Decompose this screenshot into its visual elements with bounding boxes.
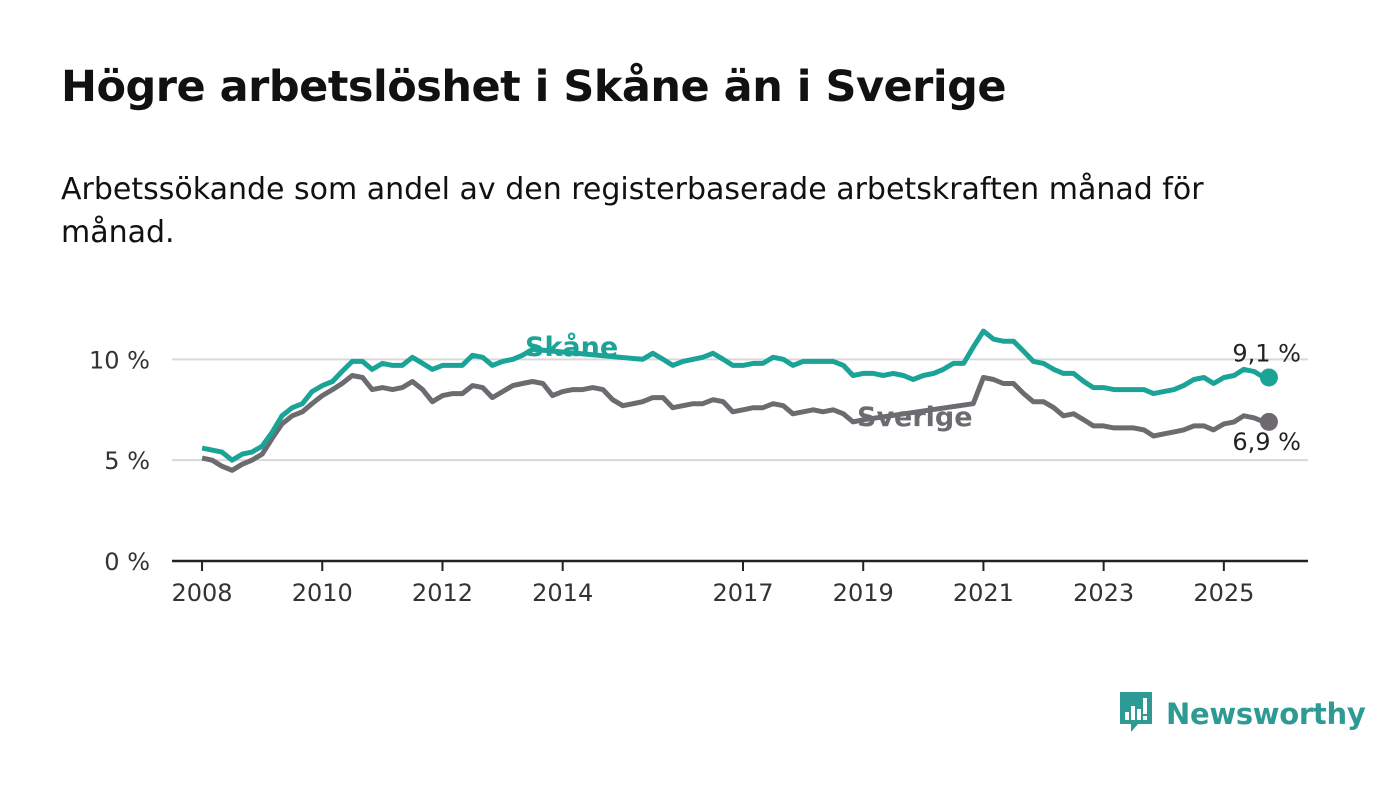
chart-subtitle: Arbetssökande som andel av den registerb… [61, 172, 1204, 250]
x-tick-label: 2023 [1073, 579, 1134, 607]
x-tick-label: 2014 [532, 579, 593, 607]
series-lines [201, 328, 1278, 473]
series-end-marker [1259, 412, 1278, 431]
newsworthy-bar-chart-icon [1118, 690, 1154, 738]
series-end-marker [1259, 368, 1278, 387]
y-tick-label: 0 % [104, 548, 150, 576]
newsworthy-logo: Newsworthy [1118, 690, 1366, 738]
x-tick-label: 2008 [172, 579, 233, 607]
x-tick-label: 2012 [412, 579, 473, 607]
x-tick-label: 2021 [953, 579, 1014, 607]
x-tick-label: 2025 [1193, 579, 1254, 607]
series-end-value-label: 9,1 % [1232, 339, 1301, 367]
page-title: Högre arbetslöshet i Skåne än i Sverige [61, 62, 1007, 112]
x-tick-label: 2010 [292, 579, 353, 607]
series-labels: 6,9 % 9,1 % Skåne Sverige [525, 331, 1301, 456]
y-tick-label: 10 % [89, 346, 150, 374]
series-label-skane: Skåne [525, 331, 618, 363]
x-tick-label: 2017 [712, 579, 773, 607]
brand-name: Newsworthy [1166, 697, 1366, 731]
y-axis-ticks: 0 % 5 % 10 % [89, 346, 150, 576]
series-label-sverige: Sverige [857, 402, 973, 433]
series-end-value-label: 6,9 % [1232, 428, 1301, 456]
x-axis-ticks: 2008 2010 2012 2014 2017 2019 2021 2023 2025 [172, 561, 1254, 607]
x-tick-label: 2019 [833, 579, 894, 607]
series-line-skane [201, 328, 1269, 463]
series-line-sverige [201, 373, 1269, 473]
y-tick-label: 5 % [104, 447, 150, 475]
